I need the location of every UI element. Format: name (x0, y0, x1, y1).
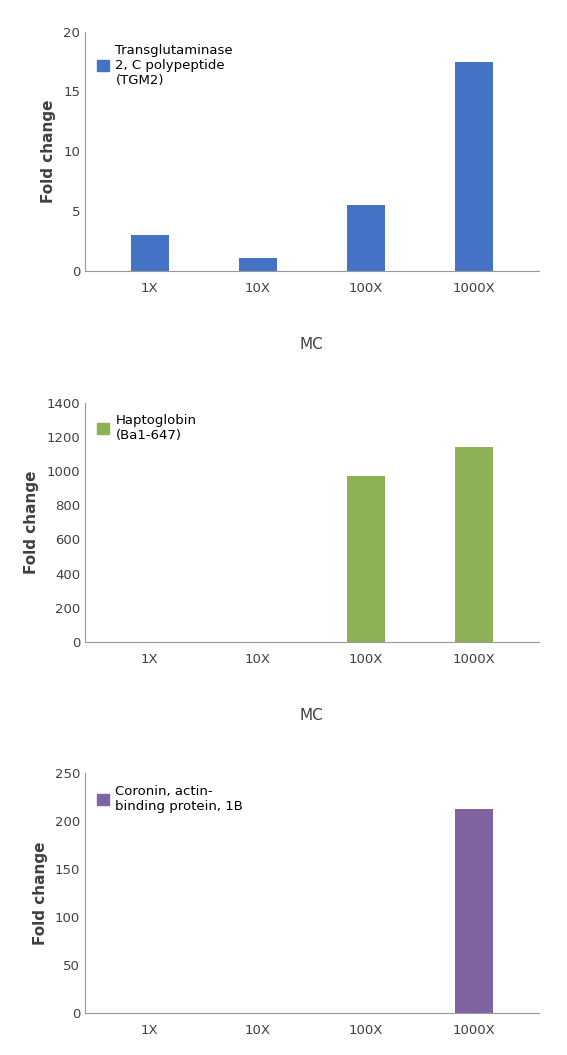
Legend: Transglutaminase
2, C polypeptide
(TGM2): Transglutaminase 2, C polypeptide (TGM2) (92, 38, 238, 92)
Bar (347, 476, 385, 641)
Bar (131, 235, 169, 271)
Legend: Coronin, actin-
binding protein, 1B: Coronin, actin- binding protein, 1B (92, 780, 248, 819)
X-axis label: MC: MC (300, 708, 324, 723)
Y-axis label: Fold change: Fold change (33, 842, 48, 945)
Bar (455, 61, 493, 271)
X-axis label: MC: MC (300, 337, 324, 351)
Bar (239, 257, 277, 271)
Bar (455, 809, 493, 1013)
Bar (455, 447, 493, 641)
Y-axis label: Fold change: Fold change (24, 471, 40, 574)
Legend: Haptoglobin
(Ba1-647): Haptoglobin (Ba1-647) (92, 409, 202, 447)
Y-axis label: Fold change: Fold change (41, 99, 56, 203)
Bar (347, 205, 385, 271)
